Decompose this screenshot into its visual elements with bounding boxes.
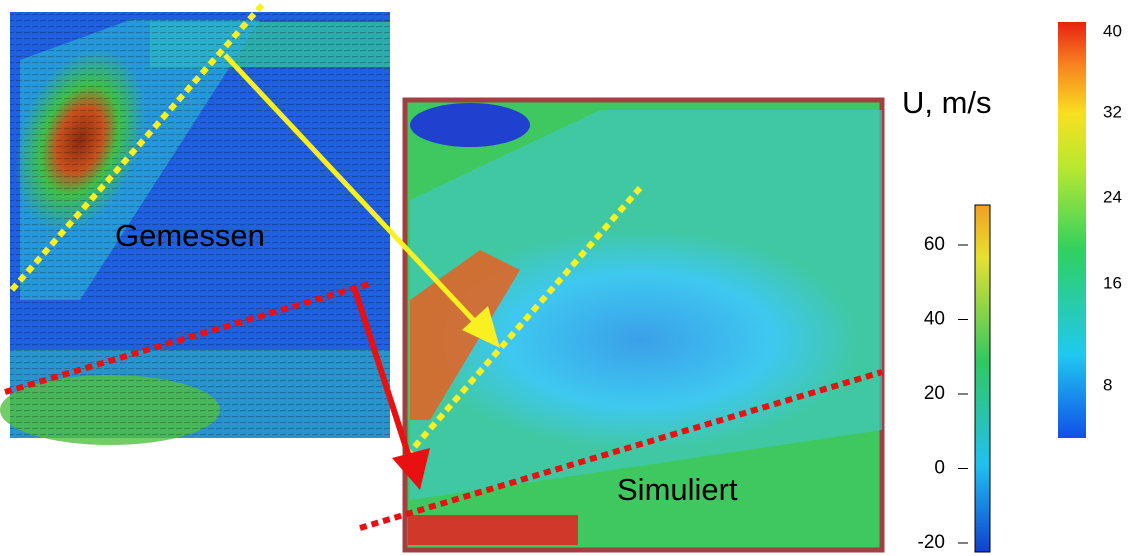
colorbar-tick-label: 0 xyxy=(934,458,945,479)
colorbar-tick-label: 60 xyxy=(924,234,945,255)
colorbar-main xyxy=(1058,22,1086,438)
colorbar-tick-label: -20 xyxy=(918,532,945,553)
unit-label: U, m/s xyxy=(902,85,992,120)
colorbar-tick-label: 40 xyxy=(924,309,945,330)
colorbar-small-ticks: 60 40 20 0 -20 xyxy=(918,234,968,553)
annotations xyxy=(4,3,883,531)
label-simulated: Simuliert xyxy=(617,472,738,507)
colorbar-tick-label: 40 xyxy=(1103,21,1122,40)
colorbar-tick-label: 20 xyxy=(924,383,945,404)
colorbar-tick-label: 16 xyxy=(1103,273,1122,292)
colorbar-tick-label: 8 xyxy=(1103,375,1112,394)
colorbar-small xyxy=(974,204,991,553)
measured-field xyxy=(0,12,390,445)
colorbar-tick-label: 32 xyxy=(1103,102,1122,121)
label-measured: Gemessen xyxy=(115,218,265,253)
simulated-field xyxy=(402,97,885,553)
colorbar-tick-label: 24 xyxy=(1103,187,1122,206)
colorbar-main-ticks: 40 32 24 16 8 xyxy=(1103,21,1122,394)
